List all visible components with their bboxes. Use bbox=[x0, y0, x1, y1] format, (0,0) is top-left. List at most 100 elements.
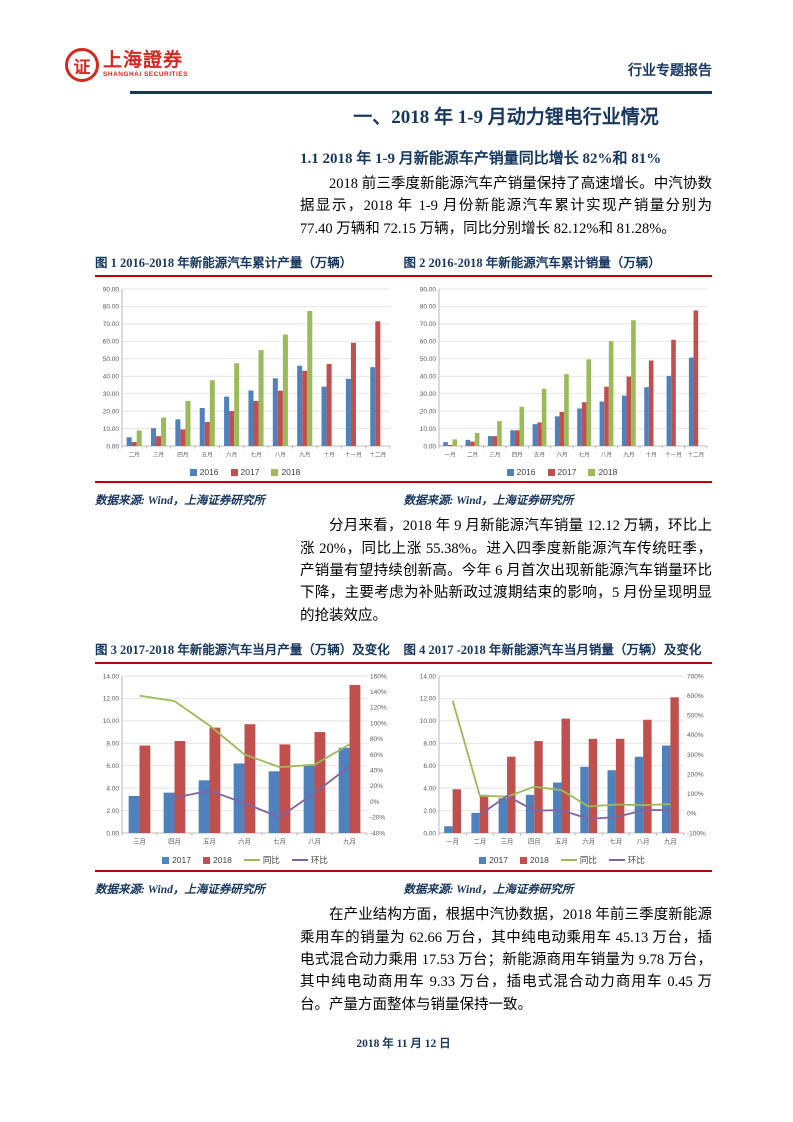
svg-text:100%: 100% bbox=[687, 791, 704, 798]
svg-text:160%: 160% bbox=[370, 674, 387, 681]
svg-text:100%: 100% bbox=[370, 721, 387, 728]
svg-text:八月: 八月 bbox=[275, 452, 286, 459]
svg-text:20.00: 20.00 bbox=[103, 409, 120, 416]
svg-text:600%: 600% bbox=[687, 693, 704, 700]
svg-text:二月: 二月 bbox=[467, 452, 478, 459]
legend-swatch-icon bbox=[189, 468, 197, 476]
svg-text:十二月: 十二月 bbox=[687, 451, 704, 459]
legend-swatch-icon bbox=[162, 856, 170, 864]
svg-text:90.00: 90.00 bbox=[103, 287, 120, 294]
svg-text:60.00: 60.00 bbox=[420, 339, 437, 346]
legend-label: 2017 bbox=[240, 467, 260, 478]
svg-text:2.00: 2.00 bbox=[423, 808, 436, 815]
svg-text:120%: 120% bbox=[370, 705, 387, 712]
svg-text:90.00: 90.00 bbox=[420, 287, 437, 294]
legend-item: 同比 bbox=[243, 854, 280, 866]
legend-item: 2016 bbox=[506, 467, 536, 478]
chart-monthly-sales-change: 0.00 2.00 4.00 6.00 8.00 10.00 12.00 14.00 -100%… bbox=[412, 668, 712, 866]
legend-label: 2016 bbox=[516, 467, 536, 478]
svg-text:70.00: 70.00 bbox=[420, 321, 437, 328]
svg-text:0.00: 0.00 bbox=[423, 831, 436, 838]
legend-swatch-icon bbox=[202, 856, 210, 864]
svg-text:五月: 五月 bbox=[555, 838, 568, 846]
section-heading: 1.1 2018 年 1-9 月新能源车产销量同比增长 82%和 81% bbox=[300, 151, 662, 167]
svg-text:二月: 二月 bbox=[473, 838, 486, 846]
svg-text:六月: 六月 bbox=[226, 451, 237, 459]
svg-text:九月: 九月 bbox=[664, 837, 677, 846]
svg-text:0.00: 0.00 bbox=[423, 444, 436, 451]
legend-item: 2017 bbox=[547, 467, 576, 477]
svg-text:20%: 20% bbox=[370, 783, 383, 790]
svg-text:七月: 七月 bbox=[610, 837, 623, 846]
legend-item: 2017 bbox=[479, 855, 508, 865]
svg-text:0%: 0% bbox=[687, 811, 697, 818]
svg-text:六月: 六月 bbox=[556, 451, 567, 459]
svg-text:十一月: 十一月 bbox=[665, 451, 682, 459]
svg-text:九月: 九月 bbox=[623, 451, 634, 459]
chart-legend: 2016 2017 2018 bbox=[412, 467, 712, 477]
svg-text:12.00: 12.00 bbox=[103, 696, 120, 703]
legend-swatch-icon bbox=[479, 856, 487, 864]
paragraph-3: 在产业结构方面，根据中汽协数据，2018 年前三季度新能源乘用车的销量为 62.… bbox=[300, 907, 712, 1013]
svg-text:40.00: 40.00 bbox=[420, 374, 437, 381]
svg-text:九月: 九月 bbox=[343, 837, 356, 846]
svg-text:九月: 九月 bbox=[299, 451, 310, 459]
svg-text:10.00: 10.00 bbox=[103, 426, 120, 433]
figure-bottom-rule bbox=[95, 481, 712, 484]
svg-text:500%: 500% bbox=[687, 713, 704, 720]
legend-label: 2018 bbox=[529, 855, 549, 866]
legend-item: 2018 bbox=[519, 855, 549, 866]
svg-text:8.00: 8.00 bbox=[106, 741, 119, 748]
svg-text:八月: 八月 bbox=[601, 452, 612, 459]
paragraph-2: 分月来看，2018 年 9 月新能源汽车销量 12.12 万辆，环比上涨 20%… bbox=[300, 518, 712, 624]
legend-swatch-icon bbox=[506, 468, 514, 476]
page-header: 证 上海證券 SHANGHAI SECURITIES 行业专题报告 bbox=[65, 48, 712, 88]
chart-cumulative-sales: 0.00 10.00 20.00 30.00 40.00 50.00 60.00 70.00 8… bbox=[412, 281, 712, 477]
svg-text:四月: 四月 bbox=[177, 452, 188, 459]
svg-text:40%: 40% bbox=[370, 768, 383, 775]
legend-item: 2018 bbox=[202, 855, 232, 865]
legend-item: 环比 bbox=[291, 854, 328, 866]
svg-text:2.00: 2.00 bbox=[106, 808, 119, 815]
legend-item: 2018 bbox=[271, 467, 300, 477]
svg-text:十月: 十月 bbox=[646, 451, 657, 459]
svg-text:五月: 五月 bbox=[534, 452, 545, 459]
svg-text:七月: 七月 bbox=[579, 451, 590, 459]
logo-text: 上海證券 SHANGHAI SECURITIES bbox=[103, 51, 188, 79]
legend-label: 2017 bbox=[489, 855, 508, 866]
svg-text:30.00: 30.00 bbox=[420, 391, 437, 398]
svg-text:70.00: 70.00 bbox=[103, 321, 120, 328]
svg-text:一月: 一月 bbox=[445, 452, 456, 459]
svg-text:60.00: 60.00 bbox=[103, 339, 120, 346]
legend-item: 2016 bbox=[189, 467, 219, 477]
logo-cn-label: 上海證券 bbox=[103, 50, 184, 72]
svg-text:700%: 700% bbox=[687, 674, 704, 681]
page-title: 一、2018 年 1-9 月动力锂电行业情况 bbox=[353, 107, 659, 128]
svg-text:七月: 七月 bbox=[250, 451, 261, 459]
svg-text:400%: 400% bbox=[687, 732, 704, 739]
figure-2-title: 图 2 2016-2018 年新能源汽车累计销量（万辆） bbox=[403, 256, 661, 271]
legend-swatch-icon bbox=[271, 468, 279, 476]
svg-text:8.00: 8.00 bbox=[423, 741, 436, 748]
chart-cumulative-production: 0.00 10.00 20.00 30.00 40.00 50.00 60.00 70.00 8… bbox=[95, 281, 395, 477]
svg-text:六月: 六月 bbox=[582, 837, 595, 846]
footer-date: 2018 年 11 月 12 日 bbox=[356, 1038, 451, 1050]
legend-label: 同比 bbox=[579, 855, 597, 866]
figure-title-rule bbox=[95, 275, 712, 278]
svg-text:八月: 八月 bbox=[637, 838, 650, 846]
legend-label: 2018 bbox=[598, 467, 618, 478]
paragraph-1: 2018 前三季度新能源汽车产销量保持了高速增长。中汽协数据显示，2018 年 … bbox=[300, 176, 712, 237]
svg-text:14.00: 14.00 bbox=[420, 674, 437, 681]
legend-swatch-icon bbox=[547, 468, 555, 476]
legend-label: 2018 bbox=[281, 467, 301, 478]
svg-text:四月: 四月 bbox=[528, 838, 541, 846]
svg-text:80.00: 80.00 bbox=[103, 304, 120, 311]
svg-text:40.00: 40.00 bbox=[103, 374, 120, 381]
legend-item: 2017 bbox=[230, 467, 260, 478]
data-source-note: 数据来源: Wind，上海证券研究所 bbox=[95, 495, 265, 508]
legend-label: 环比 bbox=[627, 855, 645, 866]
svg-text:二月: 二月 bbox=[129, 452, 140, 459]
figure-3-title: 图 3 2017-2018 年新能源汽车当月产量（万辆）及变化 bbox=[95, 643, 390, 658]
report-type-label: 行业专题报告 bbox=[628, 64, 712, 79]
